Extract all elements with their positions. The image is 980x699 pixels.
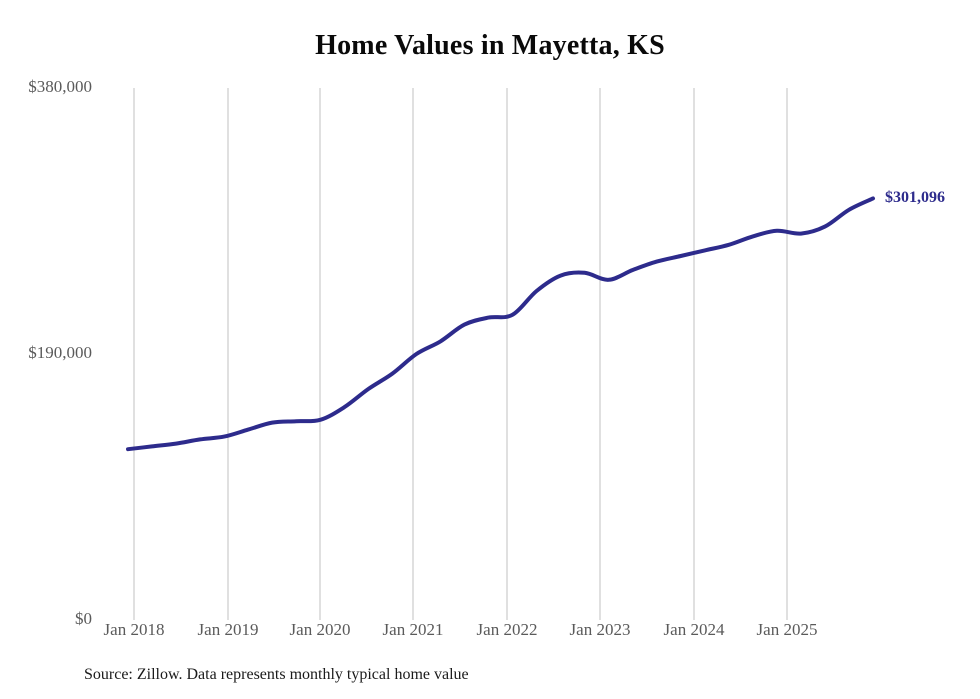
- x-axis-tick-label: Jan 2021: [382, 620, 444, 639]
- end-value-label: $301,096: [885, 189, 945, 207]
- y-axis-tick-label: $380,000: [28, 77, 92, 96]
- x-axis-tick-label: Jan 2020: [289, 620, 351, 639]
- x-axis-tick-label: Jan 2022: [476, 620, 538, 639]
- chart-title: Home Values in Mayetta, KS: [315, 30, 665, 61]
- x-axis-tick-label: Jan 2023: [569, 620, 631, 639]
- x-axis-tick-label: Jan 2024: [663, 620, 725, 639]
- x-axis-tick-label: Jan 2019: [197, 620, 259, 639]
- x-axis-tick-label: Jan 2025: [756, 620, 818, 639]
- source-note: Source: Zillow. Data represents monthly …: [84, 666, 469, 683]
- y-axis-tick-label: $0: [75, 609, 92, 628]
- gridlines-group: [133, 88, 788, 620]
- series-line-typical-home-value: [126, 196, 875, 452]
- x-axis-tick-label: Jan 2018: [103, 620, 165, 639]
- y-axis-tick-label: $190,000: [28, 343, 92, 362]
